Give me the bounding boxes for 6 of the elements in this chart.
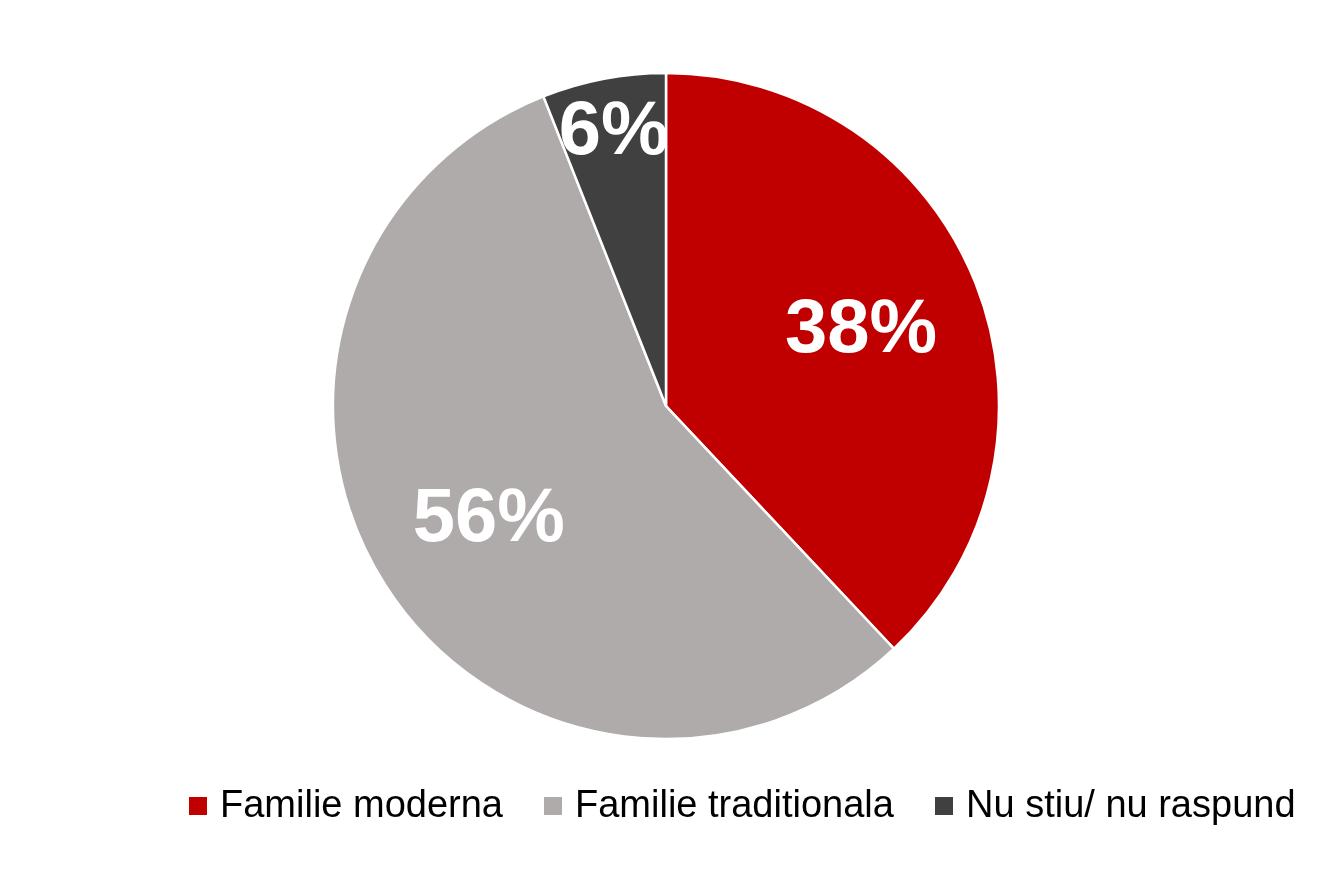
data-label: 6%	[558, 85, 669, 171]
legend-label: Nu stiu/ nu raspund	[966, 783, 1296, 825]
legend-label: Familie traditionala	[575, 783, 895, 825]
data-label: 56%	[412, 472, 565, 558]
legend-label: Familie moderna	[220, 783, 504, 825]
data-label: 38%	[785, 282, 938, 368]
